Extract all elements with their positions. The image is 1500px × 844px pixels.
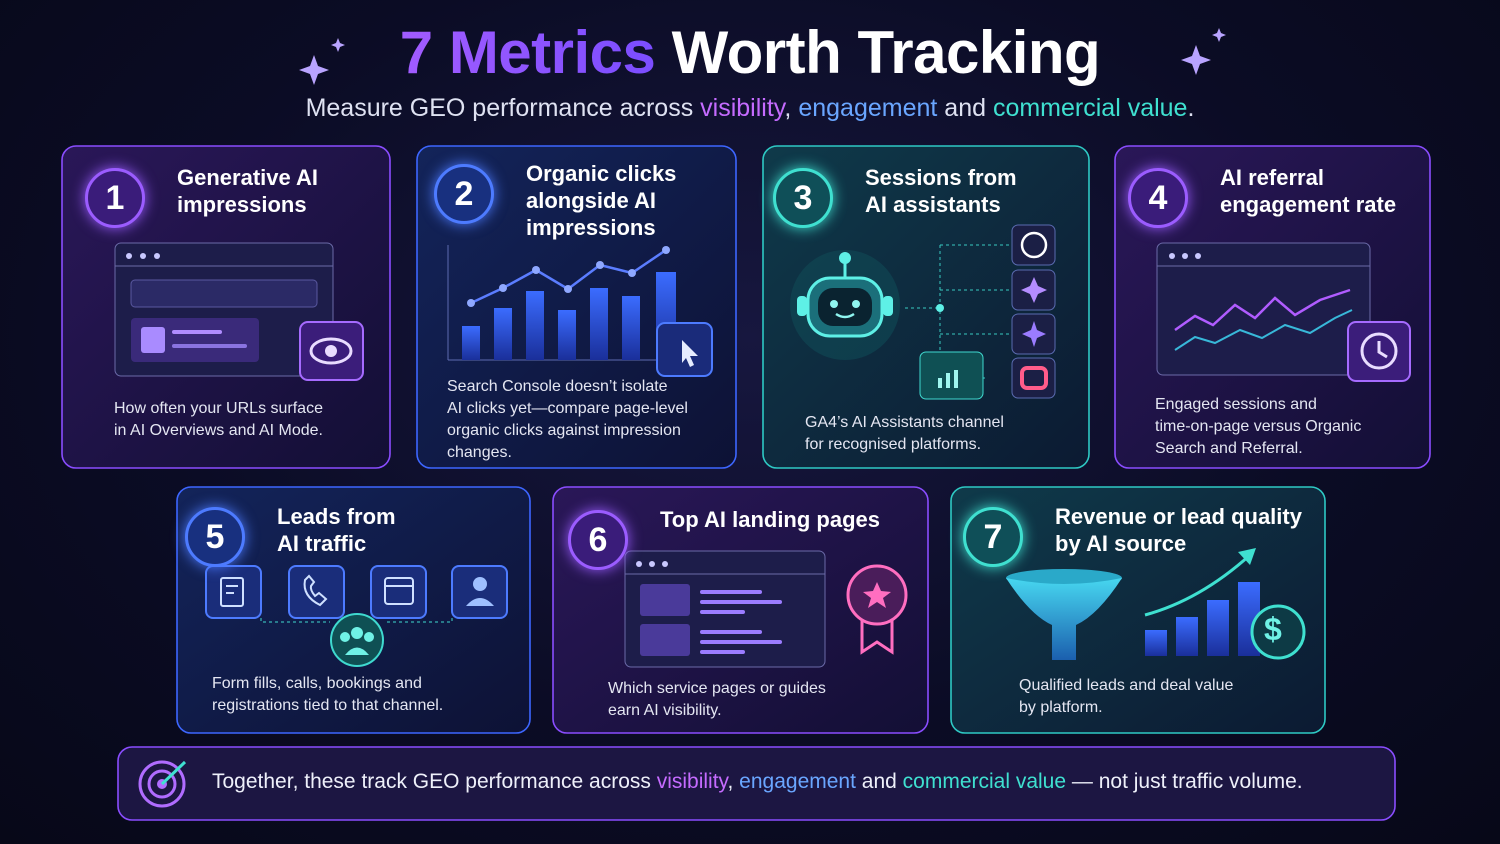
card-number: 7 (963, 507, 1023, 567)
subtitle: Measure GEO performance across visibilit… (0, 94, 1500, 123)
card-number: 2 (434, 164, 494, 224)
card-title: Organic clicks alongside AI impressions (526, 160, 676, 241)
card-number: 1 (85, 168, 145, 228)
card-title-line: Organic clicks (526, 161, 677, 186)
card-title: Generative AI impressions (177, 164, 318, 218)
card-title-line: Sessions from (865, 165, 1017, 190)
card-description: Which service pages or guides earn AI vis… (608, 678, 826, 722)
card-description-line: for recognised platforms. (805, 436, 982, 453)
card-title-line: AI referral (1220, 165, 1324, 190)
card-description: Form fills, calls, bookings and registrat… (212, 673, 443, 717)
footer-part: and (855, 770, 903, 793)
card-description-line: Search and Referral. (1155, 440, 1303, 457)
card-title-line: Revenue or lead quality (1055, 504, 1302, 529)
card-description-line: in AI Overviews and AI Mode. (114, 422, 323, 439)
card-title-line: by AI source (1055, 531, 1187, 556)
card-title-line: Generative AI (177, 165, 319, 190)
subtitle-part: and (937, 94, 993, 122)
subtitle-part: Measure GEO performance across (305, 94, 701, 122)
subtitle-part: . (1187, 94, 1195, 122)
footer-part: , (727, 770, 740, 793)
footer-part: commercial value (902, 770, 1067, 793)
card-number: 3 (773, 168, 833, 228)
card-description: How often your URLs surface in AI Overvie… (114, 398, 323, 442)
subtitle-part: visibility (700, 94, 785, 122)
card-description-line: Which service pages or guides (608, 680, 826, 697)
dollar-icon: $ (1264, 611, 1282, 647)
footer-part: Together, these track GEO performance ac… (212, 770, 657, 793)
card-description-line: GA4’s AI Assistants channel (805, 414, 1004, 431)
card-description-line: How often your URLs surface (114, 400, 323, 417)
card-title-line: engagement rate (1220, 192, 1397, 217)
card-description-line: by platform. (1019, 699, 1103, 716)
card-description: Engaged sessions and time-on-page versus … (1155, 394, 1361, 460)
card-description: GA4’s AI Assistants channel for recognise… (805, 412, 1004, 456)
card-title-line: AI traffic (277, 531, 367, 556)
card-description-line: organic clicks against impression (447, 422, 681, 439)
title: 7 Metrics Worth Tracking (0, 18, 1500, 87)
footer-part: visibility (656, 770, 728, 793)
subtitle-part: commercial value (992, 94, 1188, 122)
card-description-line: Search Console doesn’t isolate (447, 378, 668, 395)
card-description-line: registrations tied to that channel. (212, 697, 444, 714)
footer-part: — not just traffic volume. (1066, 770, 1303, 793)
card-title: Revenue or lead quality by AI source (1055, 503, 1302, 557)
card-title-line: Top AI landing pages (660, 507, 880, 532)
card-title-line: impressions (177, 192, 307, 217)
card-title-line: impressions (526, 215, 656, 240)
card-title-line: alongside AI (526, 188, 656, 213)
card-title-line: Leads from (277, 504, 396, 529)
card-description-line: time-on-page versus Organic (1155, 418, 1362, 435)
footer: Together, these track GEO performance ac… (212, 770, 1303, 794)
card-description-line: changes. (447, 444, 512, 461)
card-title: AI referral engagement rate (1220, 164, 1396, 218)
card-title: Sessions from AI assistants (865, 164, 1017, 218)
card-number: 6 (568, 510, 628, 570)
card-description: Qualified leads and deal value by platfor… (1019, 675, 1233, 719)
title-accent: 7 Metrics (399, 19, 656, 86)
card-description-line: Qualified leads and deal value (1019, 677, 1234, 694)
card-title: Top AI landing pages (660, 506, 880, 533)
card-description-line: AI clicks yet—compare page-level (447, 400, 688, 417)
title-rest: Worth Tracking (671, 19, 1101, 86)
subtitle-part: , (784, 94, 799, 122)
card-title: Leads from AI traffic (277, 503, 396, 557)
card-description: Search Console doesn’t isolate AI clicks … (447, 376, 688, 464)
card-number: 4 (1128, 168, 1188, 228)
card-title-line: AI assistants (865, 192, 1001, 217)
card-description-line: Form fills, calls, bookings and (212, 675, 422, 692)
card-description-line: earn AI visibility. (608, 702, 722, 719)
card-number: 5 (185, 507, 245, 567)
card-description-line: Engaged sessions and (1155, 396, 1317, 413)
footer-part: engagement (739, 770, 856, 793)
subtitle-part: engagement (798, 94, 938, 122)
